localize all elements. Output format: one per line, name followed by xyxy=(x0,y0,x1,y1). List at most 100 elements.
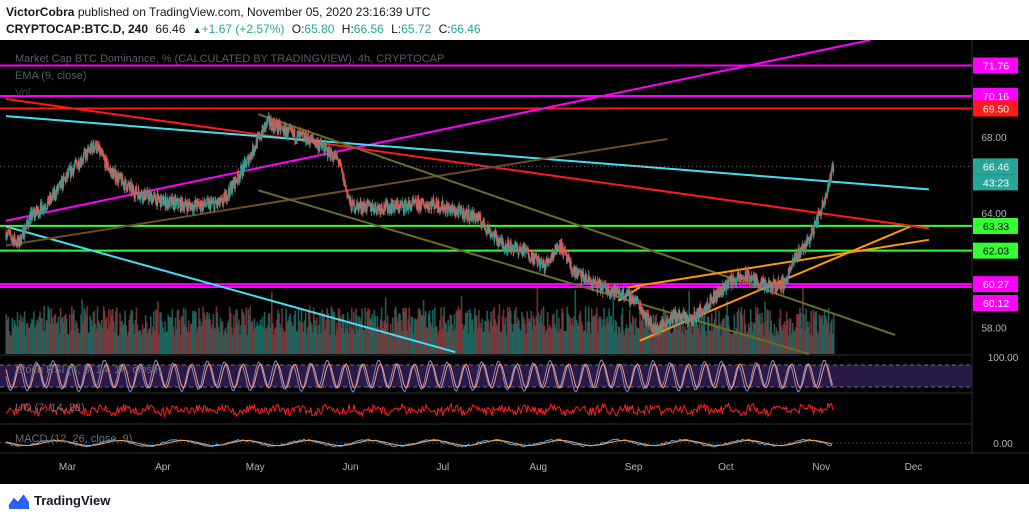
volume-bar xyxy=(180,315,183,354)
volume-bar xyxy=(393,332,395,354)
volume-bar xyxy=(509,310,512,354)
volume-bar xyxy=(830,319,833,354)
candle-body xyxy=(540,258,542,264)
author-name[interactable]: VictorCobra xyxy=(6,5,75,19)
candle-body xyxy=(549,260,552,262)
volume-bar xyxy=(156,310,158,354)
candle-body xyxy=(807,239,809,244)
candle-body xyxy=(513,248,515,252)
candle-body xyxy=(678,311,680,318)
candle-body xyxy=(797,248,799,260)
volume-bar xyxy=(573,316,576,354)
candle-body xyxy=(99,145,101,156)
volume-bar xyxy=(232,334,234,354)
candle-body xyxy=(248,159,250,166)
candle-body xyxy=(461,208,463,214)
candle-body xyxy=(75,159,77,162)
price-chart[interactable]: 100.000.0068.0064.0058.0071.7670.1669.50… xyxy=(0,40,1029,484)
stoch-d-line xyxy=(5,363,833,389)
candle-body xyxy=(297,131,299,134)
candle-body xyxy=(338,162,340,164)
volume-bar xyxy=(307,311,310,354)
candle-body xyxy=(265,122,267,129)
volume-bar xyxy=(305,333,308,354)
volume-bar xyxy=(759,313,761,354)
volume-bar xyxy=(241,308,243,354)
volume-bar xyxy=(372,321,375,354)
volume-bar xyxy=(807,327,809,354)
candle-body xyxy=(487,224,489,231)
candle-body xyxy=(75,161,77,163)
volume-bar xyxy=(97,320,100,354)
volume-bar xyxy=(387,335,390,354)
candle-body xyxy=(185,204,188,207)
volume-bar xyxy=(231,327,233,354)
low-label: L: xyxy=(391,22,402,36)
candle-body xyxy=(93,141,95,149)
candle-body xyxy=(767,290,769,291)
volume-bar xyxy=(421,316,424,354)
candle-body xyxy=(637,298,639,304)
candle-body xyxy=(667,321,670,323)
volume-bar xyxy=(644,316,646,354)
volume-bar xyxy=(780,325,783,354)
candle-body xyxy=(725,283,728,291)
volume-bar xyxy=(684,326,686,354)
candle-body xyxy=(90,143,92,153)
volume-bar xyxy=(478,309,480,354)
candle-body xyxy=(288,128,290,131)
volume-bar xyxy=(734,333,737,354)
volume-bar xyxy=(480,327,482,354)
candle-body xyxy=(286,127,288,137)
candle-body xyxy=(126,184,129,191)
volume-bar xyxy=(498,303,501,354)
candle-body xyxy=(82,154,85,162)
candle-body xyxy=(701,310,703,314)
volume-bar xyxy=(518,320,520,354)
x-axis-tick: Mar xyxy=(59,462,77,473)
volume-bar xyxy=(390,334,393,354)
volume-bar xyxy=(80,314,82,354)
candle-body xyxy=(608,291,611,296)
candle-body xyxy=(816,217,818,226)
volume-bar xyxy=(765,321,767,354)
volume-bar xyxy=(769,310,771,354)
candle-body xyxy=(624,299,626,300)
volume-bar xyxy=(429,322,432,354)
candle-body xyxy=(424,204,427,208)
volume-bar xyxy=(728,325,730,354)
volume-bar xyxy=(696,324,699,354)
candle-body xyxy=(724,285,726,287)
volume-bar xyxy=(814,311,817,354)
candle-body xyxy=(710,297,712,304)
candle-body xyxy=(212,201,214,204)
tradingview-brand[interactable]: TradingView xyxy=(34,493,111,508)
candle-body xyxy=(442,201,444,212)
candle-body xyxy=(483,217,485,224)
volume-bar xyxy=(234,327,236,354)
candle-body xyxy=(552,258,554,259)
candle-body xyxy=(276,121,278,129)
candle-body xyxy=(423,202,425,207)
volume-bar xyxy=(310,324,313,354)
candle-body xyxy=(708,307,711,309)
candle-body xyxy=(163,204,165,206)
candle-body xyxy=(51,195,53,199)
volume-bar xyxy=(576,322,579,354)
candle-body xyxy=(486,230,488,233)
candle-body xyxy=(145,195,147,200)
volume-bar xyxy=(443,306,445,354)
volume-bar xyxy=(690,326,693,354)
candle-body xyxy=(307,133,310,141)
tradingview-logo-icon[interactable] xyxy=(8,492,30,510)
candle-body xyxy=(823,201,826,206)
candle-body xyxy=(471,218,473,221)
volume-bar xyxy=(66,334,69,354)
candle-body xyxy=(237,170,239,176)
x-axis-tick: Oct xyxy=(718,462,734,473)
volume-bar xyxy=(464,312,467,354)
volume-bar xyxy=(73,309,75,354)
volume-bar xyxy=(356,315,358,354)
volume-bar xyxy=(100,319,103,354)
candle-body xyxy=(691,315,694,317)
